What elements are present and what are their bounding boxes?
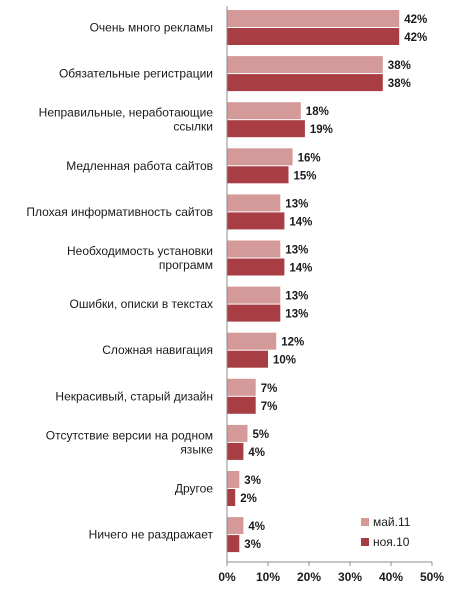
legend-label: ноя.10: [373, 535, 410, 549]
data-label: 14%: [289, 263, 312, 275]
category-label: Обязательные регистрации: [59, 67, 213, 81]
data-label: 5%: [253, 429, 270, 441]
data-label: 18%: [306, 106, 329, 118]
bar: [227, 489, 236, 506]
bar: [227, 10, 400, 27]
bar: [227, 471, 240, 488]
legend-swatch: [361, 518, 369, 526]
data-label: 10%: [273, 355, 296, 367]
data-label: 13%: [285, 245, 308, 257]
bar: [227, 535, 240, 553]
bar: [227, 194, 281, 212]
data-label: 42%: [404, 32, 427, 44]
bar: [227, 424, 248, 442]
legend-swatch: [361, 538, 369, 546]
category-label: Сложная навигация: [102, 343, 213, 357]
data-label: 15%: [294, 170, 317, 182]
category-label: Необходимость установки: [67, 244, 213, 258]
bar: [227, 74, 383, 92]
data-label: 2%: [240, 493, 257, 505]
x-tick-label: 20%: [297, 570, 321, 584]
category-label: Ошибки, описки в текстах: [70, 297, 213, 311]
data-label: 7%: [261, 401, 278, 413]
data-label: 12%: [281, 337, 304, 349]
category-label: Очень много рекламы: [90, 21, 213, 35]
bar: [227, 517, 244, 535]
category-label: ссылки: [173, 120, 213, 134]
bar: [227, 378, 256, 396]
data-label: 13%: [285, 309, 308, 321]
category-labels: Очень много рекламы Обязательные регистра…: [26, 21, 213, 542]
bar: [227, 166, 289, 184]
data-label: 42%: [404, 14, 427, 26]
category-label: Медленная работа сайтов: [66, 159, 213, 173]
data-label: 14%: [289, 216, 312, 228]
category-label: Неправильные, неработающие: [39, 106, 214, 120]
bar: [227, 442, 244, 460]
x-tick-label: 40%: [379, 570, 403, 584]
data-label: 7%: [261, 383, 278, 395]
category-label: Ничего не раздражает: [89, 528, 214, 542]
bar: [227, 56, 383, 74]
x-tick-label: 30%: [338, 570, 362, 584]
category-label: языке: [180, 442, 213, 456]
bar: [227, 102, 301, 120]
bar: [227, 148, 293, 166]
bar: [227, 258, 285, 276]
data-label: 16%: [298, 152, 321, 164]
data-label: 4%: [248, 521, 265, 533]
x-tick-label: 0%: [218, 570, 236, 584]
category-label: Другое: [175, 482, 213, 496]
category-label: Некрасивый, старый дизайн: [55, 389, 213, 403]
data-label: 19%: [310, 124, 333, 136]
legend: май.11 ноя.10: [361, 515, 411, 549]
x-axis: 0% 10% 20% 30% 40% 50%: [218, 6, 444, 584]
bar: [227, 28, 400, 45]
value-labels: 42% 42% 38% 38% 18% 19% 16% 15% 13% 14% 13% 14% 13% 1…: [240, 14, 427, 551]
bar: [227, 350, 268, 368]
category-label: Отсутствие версии на родном: [46, 428, 213, 442]
bar: [227, 332, 277, 350]
bar: [227, 396, 256, 414]
bars: [227, 10, 400, 553]
data-label: 13%: [285, 198, 308, 210]
bar: [227, 120, 305, 138]
category-label: Плохая информативность сайтов: [26, 205, 213, 219]
data-label: 13%: [285, 291, 308, 303]
legend-label: май.11: [373, 515, 411, 529]
data-label: 38%: [388, 78, 411, 90]
bar: [227, 304, 281, 322]
bar: [227, 286, 281, 304]
data-label: 3%: [244, 475, 261, 487]
x-tick-label: 50%: [420, 570, 444, 584]
category-label: программ: [159, 258, 213, 272]
data-label: 38%: [388, 60, 411, 72]
data-label: 3%: [244, 539, 261, 551]
bar: [227, 212, 285, 230]
bar: [227, 240, 281, 258]
x-tick-label: 10%: [256, 570, 280, 584]
data-label: 4%: [248, 447, 265, 459]
